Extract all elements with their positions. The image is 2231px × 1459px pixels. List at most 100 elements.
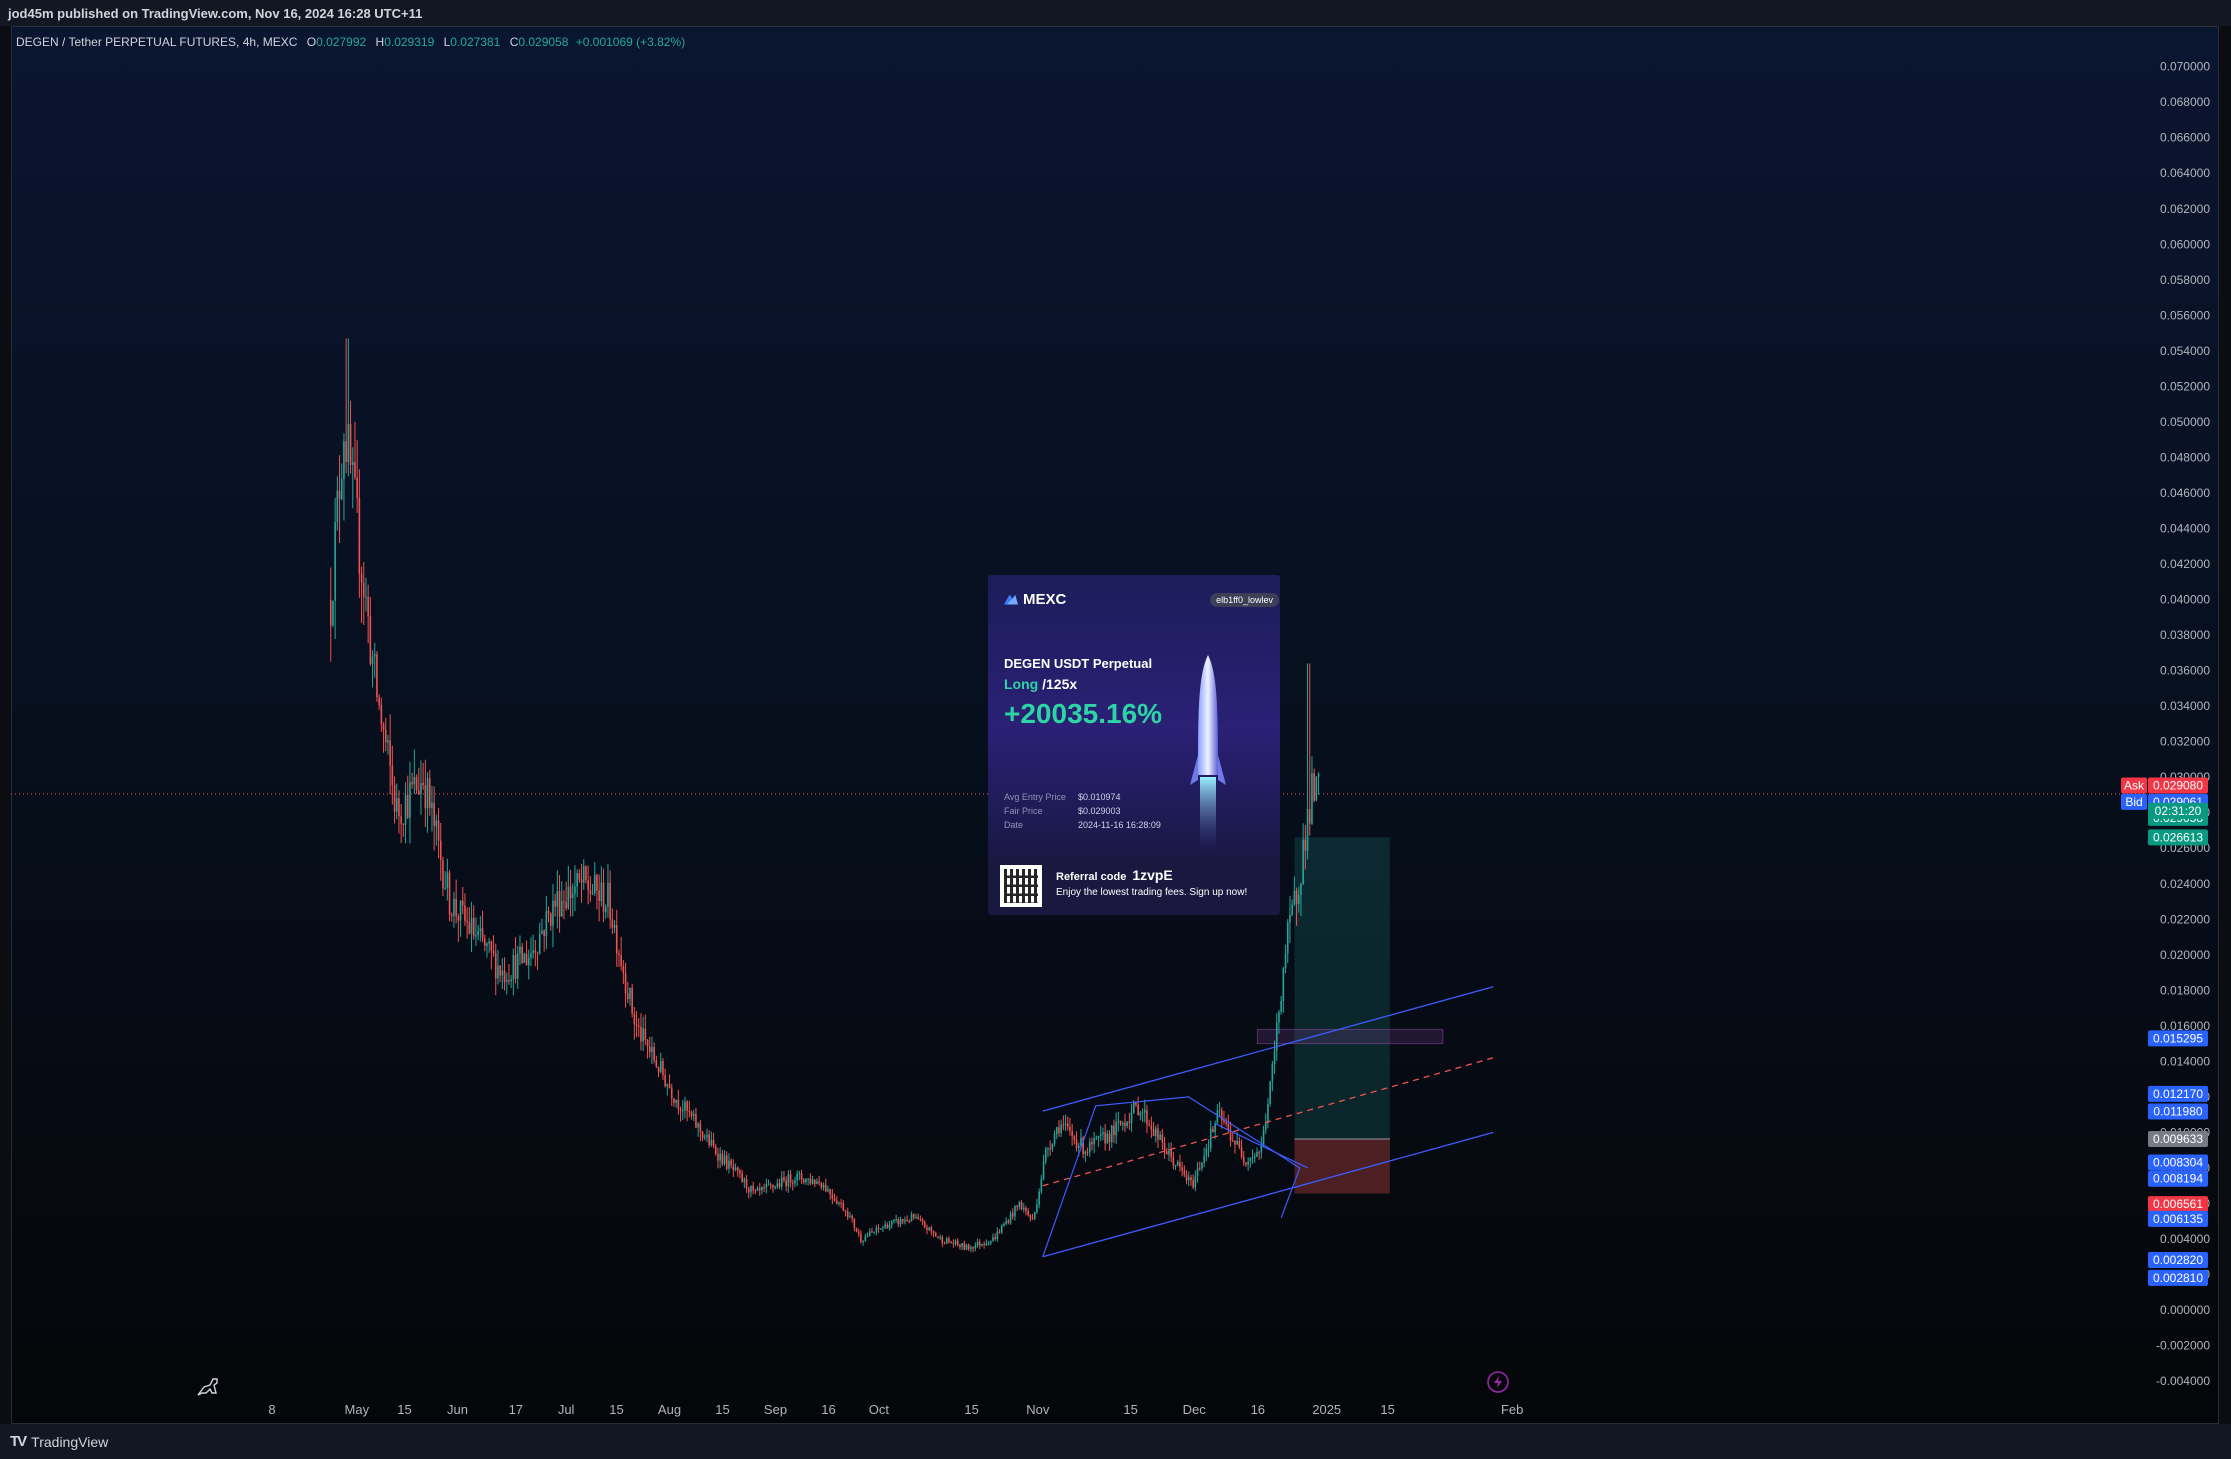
candle[interactable]	[613, 920, 616, 933]
candle[interactable]	[906, 1215, 908, 1222]
pattern-zigzag-line[interactable]	[1042, 1096, 1301, 1257]
candle[interactable]	[1300, 882, 1302, 917]
candle[interactable]	[453, 891, 455, 928]
candle[interactable]	[1137, 1096, 1139, 1116]
candle[interactable]	[800, 1169, 803, 1184]
candle[interactable]	[1273, 1040, 1276, 1075]
candle[interactable]	[666, 1083, 669, 1096]
candle[interactable]	[1212, 1125, 1214, 1133]
candle[interactable]	[754, 1188, 757, 1195]
candle[interactable]	[431, 785, 433, 832]
candle[interactable]	[1011, 1208, 1014, 1220]
candle[interactable]	[820, 1181, 823, 1190]
candle[interactable]	[393, 776, 396, 824]
candle[interactable]	[433, 786, 435, 851]
candle[interactable]	[860, 1230, 862, 1244]
candle[interactable]	[499, 964, 501, 983]
chart-canvas[interactable]: 0.070000 0.068000 0.066000 0.064000 0.062000…	[0, 0, 2231, 1424]
candle[interactable]	[461, 886, 464, 915]
candle[interactable]	[629, 987, 631, 1006]
candle[interactable]	[774, 1185, 776, 1190]
candle[interactable]	[807, 1178, 809, 1186]
candle[interactable]	[879, 1228, 882, 1230]
candle[interactable]	[699, 1119, 702, 1142]
candle[interactable]	[668, 1074, 671, 1089]
candle[interactable]	[1256, 1147, 1258, 1158]
candle[interactable]	[1229, 1121, 1232, 1147]
candle[interactable]	[1049, 1140, 1051, 1156]
supply-zone[interactable]	[1256, 1028, 1444, 1045]
candle[interactable]	[448, 869, 451, 922]
candle[interactable]	[642, 1016, 644, 1051]
candle[interactable]	[778, 1178, 781, 1190]
candle[interactable]	[334, 497, 336, 639]
candle[interactable]	[1247, 1157, 1249, 1171]
candle[interactable]	[767, 1179, 770, 1186]
candle[interactable]	[1291, 899, 1293, 917]
candle[interactable]	[420, 760, 422, 815]
ask-badge[interactable]: 0.029080	[2148, 777, 2208, 794]
candle[interactable]	[1040, 1174, 1043, 1195]
candle[interactable]	[1066, 1116, 1069, 1131]
price-badge[interactable]: 0.002810	[2148, 1269, 2208, 1286]
candle[interactable]	[648, 1036, 651, 1058]
candle[interactable]	[442, 856, 444, 897]
candle[interactable]	[816, 1178, 818, 1185]
candle[interactable]	[1317, 772, 1320, 795]
price-badge[interactable]: 0.002820	[2148, 1251, 2208, 1268]
candle[interactable]	[457, 913, 460, 942]
candle[interactable]	[794, 1176, 796, 1188]
candle[interactable]	[712, 1132, 715, 1149]
entry-badge[interactable]: 0.009633	[2148, 1130, 2208, 1147]
candle[interactable]	[1117, 1111, 1120, 1132]
candle[interactable]	[948, 1236, 950, 1244]
candle[interactable]	[736, 1166, 739, 1177]
candle[interactable]	[1192, 1174, 1194, 1190]
candle[interactable]	[545, 896, 548, 950]
candle[interactable]	[521, 942, 523, 964]
candle[interactable]	[371, 650, 374, 688]
candle[interactable]	[530, 937, 532, 967]
candle[interactable]	[954, 1239, 957, 1246]
candle[interactable]	[358, 469, 361, 598]
candle[interactable]	[978, 1239, 981, 1250]
candle[interactable]	[1062, 1115, 1065, 1131]
candle[interactable]	[651, 1036, 653, 1065]
candle[interactable]	[543, 929, 545, 952]
candle[interactable]	[536, 951, 539, 971]
candle[interactable]	[871, 1227, 873, 1234]
candle[interactable]	[818, 1175, 820, 1186]
candle[interactable]	[512, 948, 515, 996]
candle[interactable]	[1260, 1136, 1263, 1159]
candle[interactable]	[853, 1218, 856, 1232]
price-badge[interactable]: 0.008304	[2148, 1154, 2208, 1171]
candle[interactable]	[1187, 1171, 1190, 1187]
candle[interactable]	[772, 1184, 774, 1193]
candle[interactable]	[996, 1227, 999, 1242]
candle[interactable]	[882, 1225, 884, 1233]
candle[interactable]	[1095, 1135, 1098, 1140]
candle[interactable]	[560, 881, 563, 918]
candle[interactable]	[675, 1099, 677, 1108]
candle[interactable]	[1253, 1152, 1256, 1163]
candle[interactable]	[400, 804, 402, 844]
candle[interactable]	[391, 745, 394, 805]
candle[interactable]	[1198, 1161, 1201, 1171]
candle[interactable]	[1038, 1188, 1040, 1209]
candle[interactable]	[490, 940, 493, 970]
candle[interactable]	[1000, 1224, 1003, 1235]
candle[interactable]	[899, 1216, 902, 1228]
candle[interactable]	[1269, 1080, 1271, 1107]
candle[interactable]	[915, 1213, 917, 1220]
candle[interactable]	[637, 1018, 640, 1037]
candle[interactable]	[1170, 1142, 1172, 1163]
candle[interactable]	[481, 910, 484, 943]
candle[interactable]	[534, 939, 537, 967]
candle[interactable]	[719, 1147, 721, 1169]
candle[interactable]	[1097, 1135, 1100, 1148]
candle[interactable]	[437, 807, 440, 859]
candle[interactable]	[538, 922, 541, 955]
candle[interactable]	[1240, 1139, 1243, 1159]
footer-brand[interactable]: TradingView	[31, 1433, 109, 1450]
candle[interactable]	[1234, 1140, 1236, 1154]
